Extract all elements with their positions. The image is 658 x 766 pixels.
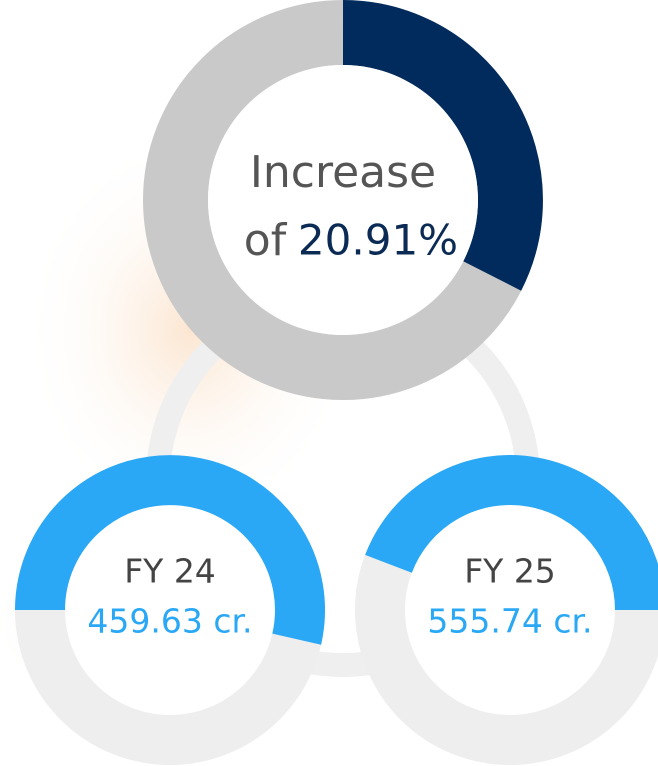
summary-value: 20.91% <box>298 216 458 265</box>
item-label: FY 25 <box>464 552 556 591</box>
ring-center <box>208 65 478 335</box>
summary-line: Increase <box>250 147 436 198</box>
ring-segment <box>15 455 325 645</box>
item-label: FY 24 <box>124 552 216 591</box>
summary-prefix: of <box>244 215 288 266</box>
ring-segment <box>365 455 658 611</box>
ring-segment <box>342 0 543 291</box>
item-value: 555.74 cr. <box>427 602 592 641</box>
item-value: 459.63 cr. <box>87 602 252 641</box>
